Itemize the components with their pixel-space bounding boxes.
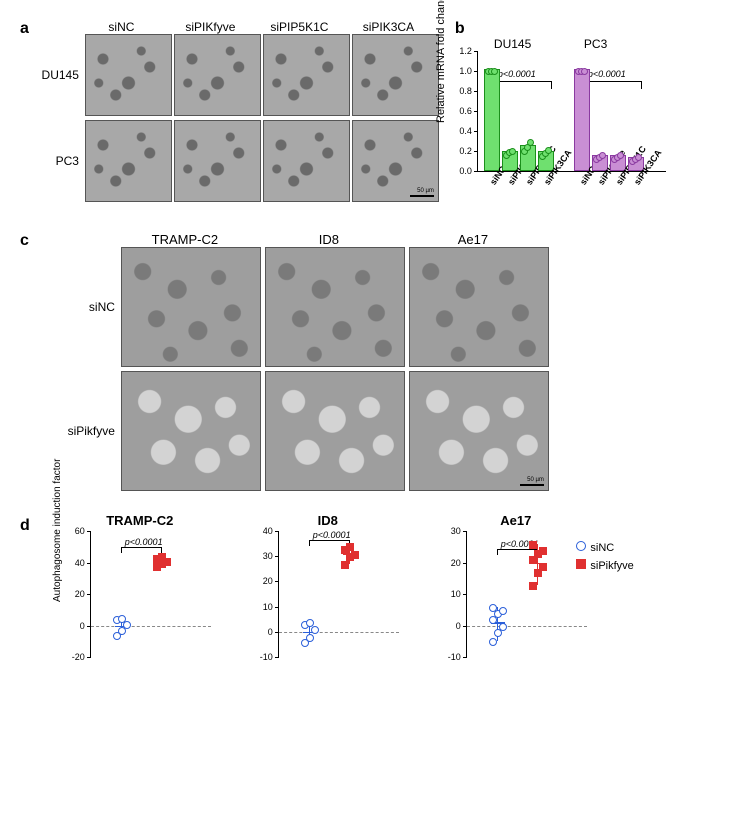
scatter-plot: ID8-10010203040p<0.0001 — [248, 517, 408, 667]
micrograph — [121, 247, 261, 367]
scatter-plot: TRAMP-C2Autophagosome induction factor-2… — [60, 517, 220, 667]
data-point — [489, 638, 497, 646]
col-label: siPIK3CA — [346, 20, 431, 34]
micrograph — [85, 120, 172, 202]
col-label: ID8 — [259, 232, 399, 247]
scale-bar — [520, 484, 544, 486]
group-label: DU145 — [494, 37, 531, 51]
micrograph — [121, 371, 261, 491]
scale-bar — [410, 195, 434, 197]
micrograph — [352, 34, 439, 116]
y-axis-label: Relative mRNA fold change — [435, 0, 447, 123]
p-value: p<0.0001 — [588, 69, 626, 79]
legend-label: siNC — [590, 542, 614, 554]
micrograph — [263, 120, 350, 202]
panel-c-micrograph-grid: TRAMP-C2 ID8 Ae17 siNC siPikfyve 50 µm — [57, 232, 553, 495]
row-label: DU145 — [37, 68, 85, 82]
panel-a-micrograph-grid: siNC siPIKfyve siPIP5K1C siPIK3CA DU145 … — [37, 20, 441, 206]
data-point — [489, 604, 497, 612]
panel-letter-a: a — [20, 20, 29, 38]
panel-letter-d: d — [20, 517, 30, 535]
micrograph: 50 µm — [409, 371, 549, 491]
row-label: PC3 — [37, 154, 85, 168]
data-point — [158, 553, 166, 561]
row-label: siPikfyve — [57, 424, 121, 438]
p-value: p<0.0001 — [125, 537, 163, 547]
data-point — [311, 626, 319, 634]
data-point — [529, 541, 537, 549]
data-point — [118, 615, 126, 623]
bar — [484, 69, 500, 171]
row-label: siNC — [57, 300, 121, 314]
micrograph — [174, 34, 261, 116]
data-point — [529, 582, 537, 590]
panel-b-barchart: Relative mRNA fold change 0.00.20.40.60.… — [445, 38, 675, 208]
panel-letter-c: c — [20, 232, 29, 250]
data-point — [306, 619, 314, 627]
data-point — [341, 561, 349, 569]
col-label: Ae17 — [403, 232, 543, 247]
micrograph — [85, 34, 172, 116]
data-point — [351, 551, 359, 559]
micrograph — [174, 120, 261, 202]
p-value: p<0.0001 — [498, 69, 536, 79]
micrograph — [265, 247, 405, 367]
data-point — [346, 543, 354, 551]
data-point — [306, 634, 314, 642]
data-point — [499, 623, 507, 631]
bar — [574, 69, 590, 171]
data-point — [539, 547, 547, 555]
p-value: p<0.0001 — [313, 530, 351, 540]
group-label: PC3 — [584, 37, 607, 51]
col-label: siPIKfyve — [168, 20, 253, 34]
col-label: siPIP5K1C — [257, 20, 342, 34]
scale-label: 50 µm — [417, 188, 434, 194]
data-point — [499, 607, 507, 615]
col-label: TRAMP-C2 — [115, 232, 255, 247]
y-axis-label: Autophagosome induction factor — [52, 459, 63, 602]
micrograph — [265, 371, 405, 491]
micrograph — [409, 247, 549, 367]
legend: siNC siPikfyve — [576, 541, 633, 577]
micrograph — [263, 34, 350, 116]
data-point — [539, 563, 547, 571]
legend-label: siPikfyve — [590, 560, 633, 572]
micrograph: 50 µm — [352, 120, 439, 202]
panel-letter-b: b — [455, 20, 675, 38]
scatter-plot: Ae17-100102030p<0.0001siNCsiPikfyve — [436, 517, 596, 667]
scale-label: 50 µm — [527, 477, 544, 483]
col-label: siNC — [79, 20, 164, 34]
